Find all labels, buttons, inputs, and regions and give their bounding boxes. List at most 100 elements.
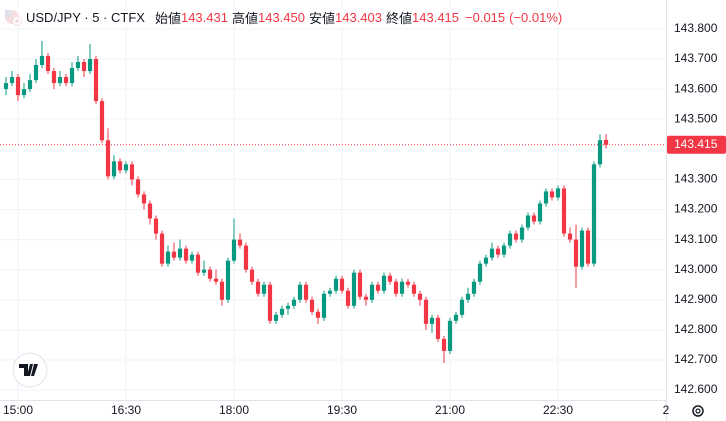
candle-body bbox=[405, 281, 411, 285]
candle-body bbox=[393, 281, 399, 294]
candle-body bbox=[135, 179, 141, 195]
x-tick-label: 16:30 bbox=[111, 403, 141, 417]
candle-body bbox=[285, 305, 291, 309]
candle-body bbox=[351, 272, 357, 306]
candle-body bbox=[87, 58, 93, 72]
settings-icon[interactable] bbox=[692, 405, 704, 417]
last-price-label: 143.415 bbox=[674, 137, 718, 151]
candle-body bbox=[387, 275, 393, 282]
candle-body bbox=[261, 284, 267, 294]
candle-body bbox=[81, 62, 87, 72]
candle-body bbox=[333, 278, 339, 291]
candle-body bbox=[585, 230, 591, 264]
y-tick-label: 143.300 bbox=[674, 172, 718, 186]
candle-body bbox=[321, 293, 327, 318]
candle-body bbox=[429, 317, 435, 324]
candle-body bbox=[543, 191, 549, 204]
candle-body bbox=[375, 284, 381, 291]
candle-body bbox=[159, 233, 165, 264]
y-tick-label: 143.700 bbox=[674, 51, 718, 65]
candle-body bbox=[471, 281, 477, 294]
candle-body bbox=[519, 227, 525, 240]
low-value: 143.403 bbox=[335, 9, 382, 25]
candle-body bbox=[141, 194, 147, 204]
candle-body bbox=[339, 278, 345, 291]
change: −0.015 bbox=[465, 9, 506, 25]
candle-body bbox=[495, 248, 501, 255]
y-tick-label: 143.100 bbox=[674, 232, 718, 246]
candle-body bbox=[489, 248, 495, 258]
candle-body bbox=[453, 314, 459, 321]
candle-body bbox=[33, 65, 39, 81]
candle-body bbox=[27, 80, 33, 90]
candle-body bbox=[273, 314, 279, 321]
x-tick-label: 19:30 bbox=[327, 403, 357, 417]
candle-body bbox=[549, 191, 555, 198]
candle-body bbox=[369, 284, 375, 300]
x-tick-label: 2 bbox=[663, 403, 670, 417]
candle-body bbox=[249, 269, 255, 282]
candle-body bbox=[459, 299, 465, 315]
candle-body bbox=[555, 188, 561, 198]
candle-body bbox=[189, 254, 195, 261]
candle-body bbox=[447, 320, 453, 351]
candle-body bbox=[213, 278, 219, 282]
symbol: USD/JPY · 5 · CTFX bbox=[26, 9, 145, 25]
candle-body bbox=[153, 218, 159, 234]
candle-body bbox=[93, 58, 99, 102]
y-tick-label: 142.700 bbox=[674, 352, 718, 366]
candle-body bbox=[411, 284, 417, 294]
last-price-box bbox=[667, 135, 726, 154]
candle-body bbox=[15, 77, 21, 96]
candle-body bbox=[435, 317, 441, 339]
candle-body bbox=[21, 89, 27, 96]
candle-body bbox=[513, 233, 519, 240]
candle-body bbox=[225, 260, 231, 300]
candle-body bbox=[201, 269, 207, 273]
candle-body bbox=[243, 245, 249, 270]
y-tick-label: 143.000 bbox=[674, 262, 718, 276]
candle-body bbox=[279, 308, 285, 315]
candle-body bbox=[69, 68, 75, 84]
open-value: 143.431 bbox=[180, 9, 228, 25]
candle-body bbox=[117, 161, 123, 171]
candle-body bbox=[603, 139, 609, 145]
candle-body bbox=[345, 290, 351, 306]
candle-body bbox=[501, 245, 507, 255]
candle-body bbox=[381, 275, 387, 291]
candle-body bbox=[51, 71, 57, 84]
candle-body bbox=[9, 77, 15, 84]
candle-body bbox=[57, 77, 63, 84]
candle-body bbox=[165, 251, 171, 264]
y-tick-label: 143.200 bbox=[674, 202, 718, 216]
candle-body bbox=[219, 281, 225, 300]
candle-body bbox=[531, 215, 537, 222]
candle-body bbox=[399, 281, 405, 294]
candle-body bbox=[441, 338, 447, 351]
candle-body bbox=[123, 164, 129, 171]
candle-body bbox=[591, 164, 597, 264]
candle-body bbox=[573, 239, 579, 267]
candle-body bbox=[183, 248, 189, 261]
low-label: 安値 bbox=[308, 10, 335, 26]
candle-body bbox=[75, 62, 81, 69]
candle-body bbox=[507, 233, 513, 246]
candle-body bbox=[465, 293, 471, 300]
candle-body bbox=[99, 101, 105, 141]
close-value: 143.415 bbox=[412, 9, 460, 25]
candle-body bbox=[417, 293, 423, 300]
candle-body bbox=[477, 263, 483, 282]
candle-body bbox=[315, 311, 321, 318]
candle-body bbox=[309, 299, 315, 312]
candle-body bbox=[195, 254, 201, 273]
candle-body bbox=[483, 257, 489, 264]
candle-body bbox=[147, 203, 153, 219]
x-tick-label: 21:00 bbox=[435, 403, 465, 417]
candle-body bbox=[267, 284, 273, 321]
open-label: 始値 bbox=[154, 10, 181, 26]
candle-body bbox=[171, 251, 177, 258]
y-tick-label: 143.600 bbox=[674, 81, 718, 95]
